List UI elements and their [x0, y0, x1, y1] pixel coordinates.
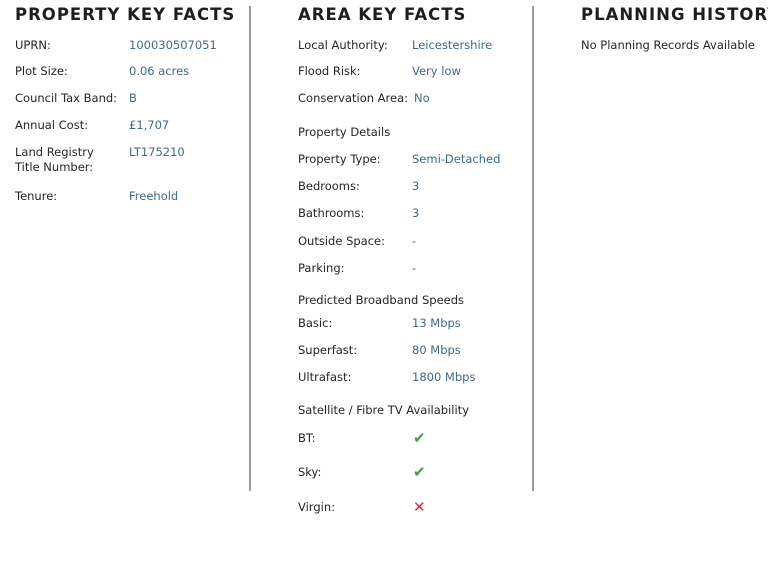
column-divider: [249, 6, 251, 491]
conservation-area-value: No: [414, 91, 430, 105]
superfast-value: 80 Mbps: [412, 343, 461, 357]
column-divider: [532, 6, 534, 491]
plot-size-label: Plot Size:: [15, 64, 68, 78]
tv-heading: Satellite / Fibre TV Availability: [298, 403, 469, 417]
bathrooms-value: 3: [412, 206, 420, 220]
uprn-label: UPRN:: [15, 38, 51, 52]
basic-value: 13 Mbps: [412, 316, 461, 330]
tenure-value: Freehold: [129, 189, 179, 203]
broadband-heading: Predicted Broadband Speeds: [298, 293, 465, 307]
flood-risk-value: Very low: [412, 64, 461, 78]
check-icon: ✔: [413, 463, 426, 481]
planning-history-text: No Planning Records Available: [581, 38, 755, 52]
bedrooms-label: Bedrooms:: [298, 179, 360, 193]
property-type-value: Semi-Detached: [412, 152, 501, 166]
bathrooms-label: Bathrooms:: [298, 206, 365, 220]
local-authority-label: Local Authority:: [298, 38, 388, 52]
ultrafast-value: 1800 Mbps: [412, 370, 476, 384]
plot-size-value: 0.06 acres: [129, 64, 190, 78]
basic-label: Basic:: [298, 316, 333, 330]
annual-cost-label: Annual Cost:: [15, 118, 89, 132]
area-key-facts-heading: AREA KEY FACTS: [298, 5, 467, 24]
planning-history-heading: PLANNING HISTORY: [581, 5, 768, 24]
annual-cost-value: £1,707: [129, 118, 170, 132]
parking-label: Parking:: [298, 261, 345, 275]
property-type-label: Property Type:: [298, 152, 381, 166]
outside-space-value: -: [412, 234, 417, 248]
superfast-label: Superfast:: [298, 343, 358, 357]
check-icon: ✔: [413, 429, 426, 447]
bt-label: BT:: [298, 431, 316, 445]
tenure-label: Tenure:: [15, 189, 58, 203]
local-authority-value: Leicestershire: [412, 38, 493, 52]
conservation-area-label: Conservation Area:: [298, 91, 409, 105]
bedrooms-value: 3: [412, 179, 420, 193]
cross-icon: ✕: [413, 498, 426, 516]
council-tax-band-label: Council Tax Band:: [15, 91, 118, 105]
council-tax-band-value: B: [129, 91, 137, 105]
title-number-label: Land Registry Title Number:: [15, 145, 94, 174]
parking-value: -: [412, 261, 417, 275]
virgin-label: Virgin:: [298, 500, 335, 514]
title-number-value: LT175210: [129, 145, 185, 159]
uprn-value: 100030507051: [129, 38, 217, 52]
flood-risk-label: Flood Risk:: [298, 64, 361, 78]
sky-label: Sky:: [298, 465, 322, 479]
ultrafast-label: Ultrafast:: [298, 370, 352, 384]
property-key-facts-heading: PROPERTY KEY FACTS: [15, 5, 236, 24]
property-details-heading: Property Details: [298, 125, 391, 139]
outside-space-label: Outside Space:: [298, 234, 385, 248]
